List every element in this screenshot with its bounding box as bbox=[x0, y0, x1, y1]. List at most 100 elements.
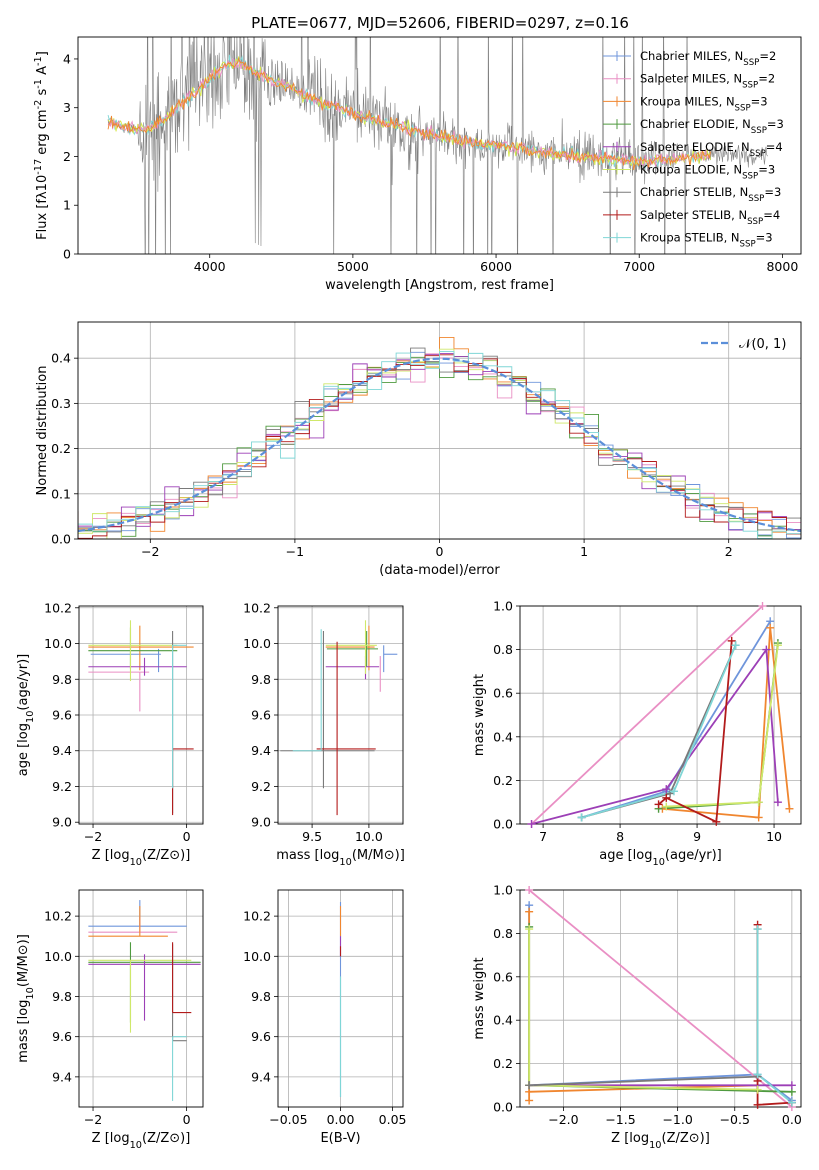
plot-area bbox=[528, 890, 793, 1107]
y-tick-label: 0.4 bbox=[51, 351, 71, 366]
y-axis-label: mass [log10(M/M⊙)] bbox=[16, 934, 36, 1063]
y-tick-label: 1.0 bbox=[493, 599, 513, 614]
axes: 7 8 9 10 0.0 0.2 0.4 0.6 0.8 1.0 age [log10(age/yr… bbox=[472, 599, 802, 868]
errorbar-point bbox=[88, 657, 187, 676]
x-tick-label: 7000 bbox=[623, 259, 655, 274]
errorbar-point bbox=[88, 900, 187, 927]
x-tick-label: −1.0 bbox=[662, 1112, 692, 1127]
weight-line bbox=[756, 929, 793, 1104]
axes: −0.05 0.00 0.05 9.4 9.6 9.8 10.0 10.2 E(B-V) bbox=[243, 889, 407, 1146]
plot-area bbox=[530, 606, 791, 824]
axes: −2.0 −1.5 −1.0 −0.5 0.0 0.0 0.2 0.4 0.6 0.8 1.0 Z [… bbox=[472, 883, 802, 1151]
errorbar-point bbox=[90, 648, 161, 673]
y-tick-label: 0.6 bbox=[493, 969, 513, 984]
axes: −2 −1 0 1 2 0.0 0.1 0.2 0.3 0.4 (data-model)/error… bbox=[35, 321, 802, 578]
x-tick-label: 0 bbox=[183, 1112, 191, 1127]
errorbar-point bbox=[326, 631, 378, 667]
weight-line bbox=[531, 647, 779, 824]
x-tick-label: 6000 bbox=[480, 259, 512, 274]
legend-label: 𝒩(0, 1) bbox=[739, 337, 786, 352]
axes: 4000 5000 6000 7000 8000 0 1 2 3 4 wavelength [Ang… bbox=[33, 36, 802, 293]
x-tick-label: 0 bbox=[436, 544, 444, 559]
weight-marker bbox=[731, 641, 740, 650]
weight-marker bbox=[525, 1096, 534, 1105]
y-tick-label: 9.2 bbox=[251, 779, 271, 794]
weight-marker bbox=[712, 817, 721, 826]
weight-marker bbox=[787, 1081, 796, 1090]
x-tick-label: −1.5 bbox=[605, 1112, 635, 1127]
weight-marker bbox=[754, 813, 763, 822]
y-tick-label: 2 bbox=[63, 149, 71, 164]
panel-residuals: −2 −1 0 1 2 0.0 0.1 0.2 0.3 0.4 (data-model)/error… bbox=[35, 321, 802, 578]
weight-marker bbox=[577, 813, 586, 822]
y-tick-label: 0.0 bbox=[493, 1100, 513, 1115]
weight-marker bbox=[662, 802, 671, 811]
y-tick-label: 9.6 bbox=[52, 1029, 72, 1044]
axes-frame bbox=[78, 889, 204, 1108]
residual-histogram bbox=[78, 354, 801, 539]
weight-marker bbox=[753, 1085, 762, 1094]
y-tick-label: 9.6 bbox=[251, 1029, 271, 1044]
y-axis-label: mass weight bbox=[472, 674, 487, 756]
errorbar-point bbox=[325, 620, 377, 674]
legend-label: Kroupa STELIB, NSSP=3 bbox=[640, 231, 773, 250]
legend-label: Chabrier ELODIE, NSSP=3 bbox=[640, 117, 784, 136]
x-tick-label: −2 bbox=[141, 544, 159, 559]
errorbar-point bbox=[383, 645, 398, 673]
y-tick-label: 4 bbox=[63, 51, 71, 66]
y-tick-label: 0.0 bbox=[493, 817, 513, 832]
weight-marker bbox=[727, 636, 736, 645]
x-tick-label: 8 bbox=[616, 829, 624, 844]
x-tick-label: −0.05 bbox=[269, 1112, 307, 1127]
y-tick-label: 10.2 bbox=[44, 909, 72, 924]
y-tick-label: 0.0 bbox=[51, 532, 71, 547]
plot-area bbox=[88, 900, 201, 1101]
legend: 𝒩(0, 1) bbox=[701, 337, 786, 352]
y-axis-label: mass weight bbox=[472, 957, 487, 1039]
errorbar-point bbox=[292, 629, 322, 752]
x-tick-label: 7 bbox=[539, 829, 547, 844]
y-tick-label: 0.3 bbox=[51, 396, 71, 411]
y-tick-label: 9.6 bbox=[52, 708, 72, 723]
panel-weight_vs_Z: −2.0 −1.5 −1.0 −0.5 0.0 0.0 0.2 0.4 0.6 0.8 1.0 Z [… bbox=[472, 883, 802, 1151]
x-tick-label: 2 bbox=[725, 544, 733, 559]
errorbar-point bbox=[88, 671, 150, 712]
weight-line bbox=[662, 627, 791, 819]
observed-spectrum bbox=[107, 37, 769, 254]
weight-line bbox=[666, 645, 779, 808]
axes: 9.5 10.0 9.0 9.2 9.4 9.6 9.8 10.0 10.2 mass [log1… bbox=[243, 600, 405, 867]
weight-marker bbox=[773, 798, 782, 807]
y-tick-label: 9.0 bbox=[251, 815, 271, 830]
y-tick-label: 0.2 bbox=[51, 441, 71, 456]
x-tick-label: 0.05 bbox=[379, 1112, 407, 1127]
errorbar-point bbox=[88, 627, 178, 669]
errorbar-point bbox=[172, 644, 187, 789]
y-tick-label: 10.2 bbox=[243, 600, 271, 615]
y-tick-label: 9.4 bbox=[251, 1069, 271, 1084]
legend-label: Salpeter ELODIE, NSSP=4 bbox=[640, 140, 783, 159]
y-tick-label: 9.6 bbox=[251, 708, 271, 723]
y-tick-label: 9.8 bbox=[52, 672, 72, 687]
x-axis-label: wavelength [Angstrom, rest frame] bbox=[325, 278, 554, 293]
normal-curve bbox=[78, 357, 801, 533]
x-tick-label: 0.00 bbox=[327, 1112, 355, 1127]
x-tick-label: −2 bbox=[84, 829, 102, 844]
errorbar-point bbox=[325, 656, 380, 680]
errorbar-point bbox=[88, 916, 178, 933]
y-tick-label: 0.8 bbox=[493, 642, 513, 657]
x-axis-label: Z [log10(Z/Z⊙)] bbox=[611, 1131, 710, 1151]
weight-marker bbox=[785, 804, 794, 813]
y-axis-label: age [log10(age/yr)] bbox=[16, 654, 36, 777]
panel-age_vs_mass: 9.5 10.0 9.0 9.2 9.4 9.6 9.8 10.0 10.2 mass [log1… bbox=[243, 600, 405, 867]
weight-marker bbox=[525, 925, 534, 934]
axes-frame bbox=[277, 605, 404, 825]
plot-area bbox=[280, 620, 398, 816]
y-tick-label: 9.8 bbox=[52, 989, 72, 1004]
x-tick-label: 10 bbox=[766, 829, 782, 844]
weight-line bbox=[528, 926, 792, 1093]
panel-age_vs_Z: −2 0 9.0 9.2 9.4 9.6 9.8 10.0 10.2 Z [log10(Z/Z⊙)… bbox=[16, 600, 204, 868]
legend-label: Kroupa MILES, NSSP=3 bbox=[640, 94, 768, 113]
plot-area bbox=[107, 37, 769, 254]
errorbar-point bbox=[172, 748, 194, 816]
x-tick-label: 9.5 bbox=[302, 829, 322, 844]
